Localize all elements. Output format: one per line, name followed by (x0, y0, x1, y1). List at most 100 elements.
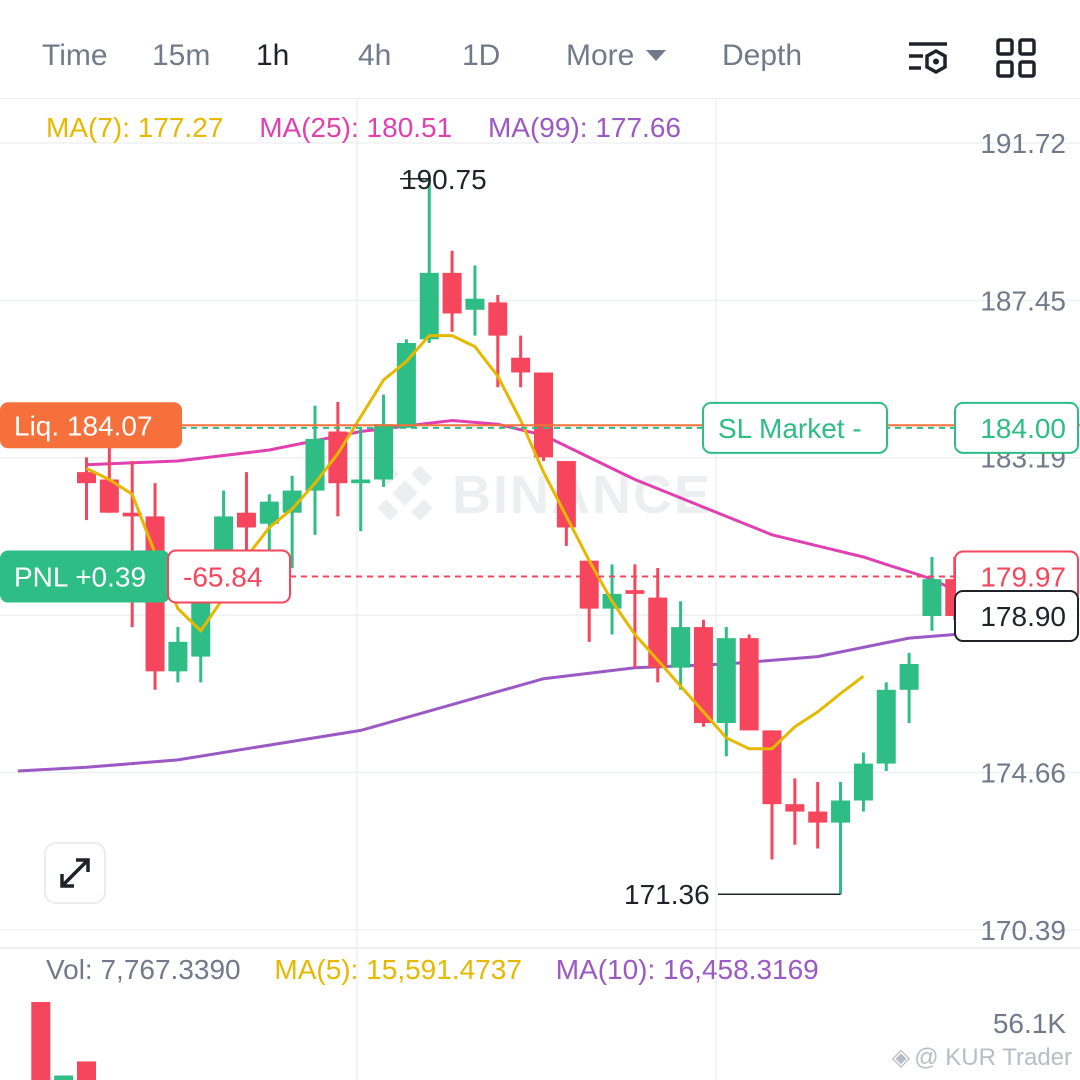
candle-25 (648, 568, 668, 683)
fullscreen-button[interactable] (44, 842, 106, 904)
high-price-label: 190.75 (401, 164, 487, 195)
tab-more[interactable]: More (566, 36, 667, 76)
sl-tag: SL Market - (702, 401, 888, 454)
ma7-line (85, 334, 865, 751)
price-axis: 191.72187.45183.19174.66170.39184.00179.… (954, 128, 1079, 1039)
candle-37 (922, 556, 942, 631)
candle-27 (693, 619, 713, 727)
candle-body (419, 272, 439, 340)
tab-more-label: More (566, 39, 635, 72)
candle-body (693, 627, 713, 724)
candle-body (556, 461, 576, 528)
tab-4h[interactable]: 4h (358, 39, 392, 72)
pnl-value-label: -65.84 (183, 562, 262, 593)
candle-18 (488, 295, 508, 388)
candle-body (168, 641, 188, 672)
sl-axis-label: 184.00 (980, 413, 1066, 444)
candle-body (465, 298, 485, 310)
pnl-tag-bg (0, 550, 170, 603)
ma99-value: MA(99): 177.66 (487, 112, 681, 143)
candle-body (328, 431, 348, 484)
liq-tag-label: Liq. 184.07 (14, 410, 153, 441)
candle-body (648, 597, 668, 668)
candle-body (625, 590, 645, 594)
tab-15m[interactable]: 15m (152, 39, 211, 72)
candle-body (351, 479, 371, 484)
expand-icon (60, 858, 90, 888)
candle-body (876, 689, 896, 764)
price-tick-0: 191.72 (980, 128, 1066, 159)
candle-body (259, 501, 279, 524)
candle-body (853, 763, 873, 801)
candle-body (77, 472, 96, 484)
volume-bar-1 (54, 1075, 74, 1080)
candle-body (534, 372, 553, 458)
volume-axis-label: 56.1K (993, 1008, 1066, 1039)
binance-small-icon: ◈ (891, 1044, 911, 1071)
candle-body (191, 590, 211, 657)
ma7-value: MA(7): 177.27 (46, 112, 224, 143)
candle-body (511, 357, 531, 373)
entry-axis-label: 179.97 (980, 562, 1066, 593)
candle-34 (853, 752, 873, 812)
volume-ma10-value: MA(10): 16,458.3169 (555, 954, 819, 985)
candle-body (922, 579, 942, 617)
candle-body (808, 811, 828, 823)
entry-axis-tag: 179.97 (954, 550, 1079, 603)
tab-1d[interactable]: 1D (462, 39, 501, 72)
candle-19 (511, 335, 531, 388)
chevron-down-icon (646, 50, 667, 61)
candle-29 (739, 634, 759, 731)
candle-36 (899, 652, 919, 724)
candle-9 (282, 475, 302, 569)
volume-value: Vol: 7,767.3390 (46, 954, 241, 985)
candles (77, 178, 965, 895)
candle-17 (465, 265, 485, 336)
candle-13 (374, 394, 394, 487)
candle-body (99, 479, 119, 513)
volume-bar-0 (31, 1002, 51, 1080)
candle-0 (77, 457, 96, 521)
price-tick-4: 174.66 (980, 757, 1066, 788)
sl-tag-label: SL Market - (718, 413, 862, 444)
ma99-path (17, 633, 955, 773)
current-axis-label: 178.90 (980, 601, 1066, 632)
candle-body (831, 800, 851, 823)
candle-28 (716, 627, 736, 757)
candle-body (579, 560, 599, 609)
current-axis-tag: 178.90 (954, 590, 1079, 643)
candle-32 (808, 782, 828, 849)
candle-31 (785, 778, 805, 845)
liq-tag: Liq. 184.07 (0, 402, 182, 449)
candle-body (442, 272, 462, 314)
candle-12 (351, 427, 371, 532)
price-tick-5: 170.39 (980, 915, 1066, 946)
chart-settings-icon[interactable] (906, 36, 950, 80)
tab-1h[interactable]: 1h (256, 39, 290, 72)
volume-bar-2 (77, 1061, 96, 1080)
tab-time[interactable]: Time (42, 39, 108, 72)
candle-15 (419, 178, 439, 343)
candle-body (739, 638, 759, 731)
candle-1 (99, 442, 119, 513)
ma7-path (85, 334, 865, 751)
candle-body (374, 424, 394, 480)
binance-logo-icon (377, 465, 433, 521)
pnl-tag: PNL +0.39 -65.84 (0, 549, 291, 604)
pnl-tag-label: PNL +0.39 (14, 562, 146, 593)
candle-16 (442, 250, 462, 332)
credit-watermark: ◈ @ KUR Trader (892, 1043, 1072, 1072)
grid-layout-icon[interactable] (994, 36, 1038, 80)
tab-depth[interactable]: Depth (722, 39, 803, 72)
candle-body (236, 512, 256, 528)
sl-tag-bg (702, 401, 888, 454)
sl-axis-bg (954, 401, 1079, 454)
binance-watermark-text: BINANCE (452, 465, 712, 525)
current-axis-bg (954, 590, 1079, 643)
candle-22 (579, 560, 599, 642)
volume-bars (31, 1002, 96, 1080)
candle-body (785, 804, 805, 812)
chart-grid (0, 100, 1080, 1080)
candle-body (671, 627, 691, 668)
